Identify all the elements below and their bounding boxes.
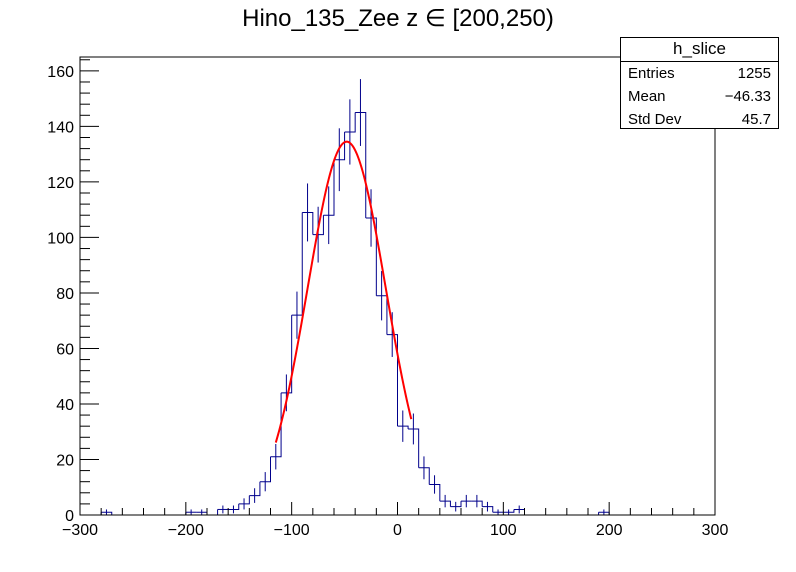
axes: −300 −200 −100 0 100 200 300 0 20 40 60 80 100 120 140… (47, 56, 729, 539)
histogram-bin (471, 500, 483, 507)
histogram-bin (418, 467, 430, 485)
stats-label: Entries (628, 65, 675, 82)
x-tick-label: 200 (596, 522, 623, 539)
y-tick-label: 20 (56, 452, 74, 469)
histogram-bin (365, 217, 377, 296)
histogram-bin (386, 334, 398, 427)
stats-value: 1255 (737, 65, 771, 82)
y-tick-label: 80 (56, 286, 74, 303)
histogram-bin (503, 509, 515, 513)
fit-curve (274, 140, 413, 443)
stats-box: h_slice Entries 1255 Mean −46.33 Std Dev… (620, 37, 779, 129)
x-tick-label: 0 (393, 522, 402, 539)
stats-label: Std Dev (628, 111, 682, 128)
x-tick-label: −100 (274, 522, 310, 539)
histogram-bin (344, 112, 356, 133)
x-tick-label: 100 (490, 522, 517, 539)
x-tick-label: 300 (702, 522, 729, 539)
error-bars (105, 79, 605, 515)
y-tick-label: 40 (56, 397, 74, 414)
histogram-bin (302, 211, 314, 235)
histogram-bin (429, 483, 441, 502)
y-tick-label: 120 (47, 175, 74, 192)
histogram-bin (450, 501, 462, 508)
histogram-bin (281, 315, 293, 394)
x-tick-label: −200 (168, 522, 204, 539)
stats-value: −46.33 (724, 88, 771, 105)
chart-title: Hino_135_Zee z ∈ [200,250) (242, 5, 554, 32)
histogram-series (80, 112, 715, 516)
histogram-bin (397, 425, 409, 429)
histogram-bin (101, 511, 113, 515)
histogram-bin (238, 495, 250, 505)
stats-label: Mean (628, 88, 666, 105)
histogram-bin (482, 506, 494, 513)
histogram-bin (249, 481, 261, 497)
histogram-bin (259, 456, 271, 483)
y-tick-label: 60 (56, 341, 74, 358)
x-tick-label: −300 (62, 522, 98, 539)
histogram-bin (408, 428, 420, 468)
stats-value: 45.7 (741, 111, 771, 128)
y-tick-label: 100 (47, 230, 74, 247)
y-tick-label: 160 (47, 64, 74, 81)
y-tick-label: 0 (65, 508, 74, 525)
gaussian-fit (274, 140, 413, 443)
histogram-bin (270, 392, 282, 458)
y-tick-label: 140 (47, 119, 74, 136)
stats-row-stddev: Std Dev 45.7 (621, 108, 778, 131)
histogram-bin (323, 159, 335, 216)
histogram-bin (228, 503, 240, 510)
stats-row-mean: Mean −46.33 (621, 85, 778, 108)
histogram-bin (207, 509, 219, 516)
stats-row-entries: Entries 1255 (621, 62, 778, 85)
stats-name: h_slice (621, 38, 778, 62)
histogram-bin (439, 500, 451, 507)
